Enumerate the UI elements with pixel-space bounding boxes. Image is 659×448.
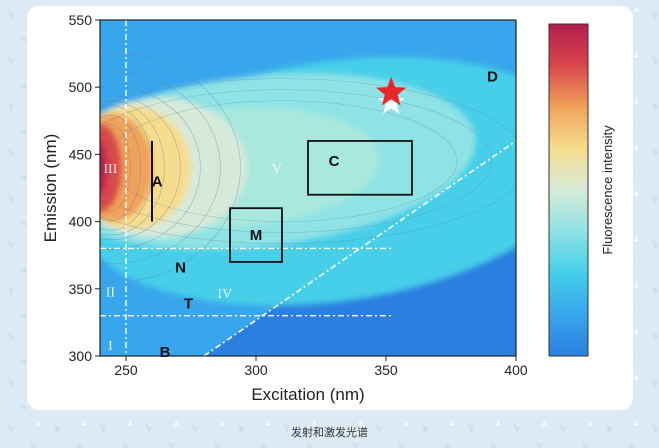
figure-card: A C M N T B D I II III IV V 250 300 350 400 300 350 400 45… — [27, 6, 633, 410]
y-tick-label: 450 — [69, 146, 93, 162]
y-tick-label: 300 — [69, 348, 93, 364]
peak-label: C — [329, 153, 340, 170]
peak-box — [229, 207, 283, 263]
region-label: II — [106, 285, 116, 300]
contour-line — [100, 85, 201, 250]
x-tick-label: 250 — [114, 362, 138, 378]
peak-label: T — [184, 296, 193, 313]
figure-caption: 发射和激发光谱 — [291, 427, 368, 439]
contour-line — [100, 124, 131, 212]
axes: 250 300 350 400 300 350 400 450 500 550 — [69, 12, 528, 378]
region-label: III — [103, 162, 117, 177]
region-label: IV — [217, 287, 232, 302]
y-tick-label: 500 — [69, 79, 93, 95]
contour-line — [100, 114, 141, 221]
peak-label: B — [160, 344, 171, 361]
plot-area — [100, 20, 516, 356]
peak-label: D — [487, 68, 498, 85]
peak-label: N — [175, 259, 186, 276]
y-axis-label: Emission (nm) — [41, 134, 60, 243]
peak-box — [307, 140, 413, 196]
y-tick-label: 400 — [69, 214, 93, 230]
colorbar — [548, 23, 589, 357]
region-label: I — [108, 339, 113, 354]
peak-label: A — [152, 173, 163, 190]
contour-lines — [100, 52, 516, 284]
peak-label: M — [250, 227, 263, 244]
heatmap-contour-7 — [100, 123, 122, 212]
colorbar-label: Fluorescence intensity — [600, 125, 615, 255]
contour-line — [100, 71, 221, 265]
contour-line — [100, 100, 165, 236]
x-tick-label: 300 — [244, 362, 268, 378]
contour-line — [100, 95, 181, 241]
region-label: V — [272, 162, 282, 177]
contour-line — [100, 52, 241, 284]
x-axis-label: Excitation (nm) — [251, 385, 364, 404]
star-marker-icon — [376, 76, 407, 106]
plot-frame — [99, 19, 517, 357]
x-tick-label: 400 — [504, 362, 528, 378]
y-tick-label: 350 — [69, 281, 93, 297]
x-tick-label: 350 — [374, 362, 398, 378]
star-shadow-icon — [377, 88, 405, 114]
y-tick-label: 550 — [69, 12, 93, 28]
heatmap-contour-9 — [100, 301, 253, 330]
heatmap-contour-8 — [100, 140, 107, 195]
